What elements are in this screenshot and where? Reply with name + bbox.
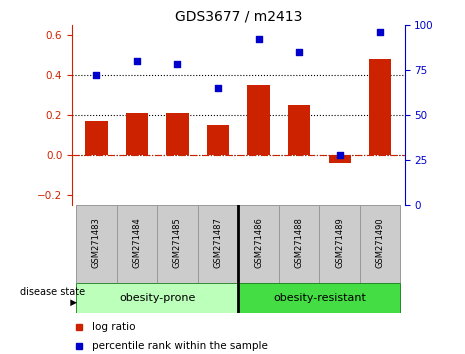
Bar: [288, 105, 310, 155]
FancyBboxPatch shape: [198, 205, 239, 283]
FancyBboxPatch shape: [117, 205, 157, 283]
Bar: [126, 113, 148, 155]
Point: [255, 36, 262, 42]
Bar: [329, 155, 351, 163]
Text: GSM271488: GSM271488: [295, 217, 304, 268]
Bar: [85, 121, 107, 155]
FancyBboxPatch shape: [360, 205, 400, 283]
Text: GSM271485: GSM271485: [173, 217, 182, 268]
Text: log ratio: log ratio: [92, 322, 135, 332]
Text: GSM271490: GSM271490: [376, 217, 385, 268]
Text: disease state: disease state: [20, 287, 86, 297]
Point: [336, 152, 343, 158]
FancyBboxPatch shape: [76, 283, 239, 313]
FancyBboxPatch shape: [76, 205, 117, 283]
Point: [174, 62, 181, 67]
Bar: [166, 113, 189, 155]
Text: GSM271489: GSM271489: [335, 217, 344, 268]
Text: GSM271487: GSM271487: [213, 217, 223, 268]
Text: obesity-prone: obesity-prone: [119, 293, 195, 303]
Bar: [247, 85, 270, 155]
FancyBboxPatch shape: [239, 205, 279, 283]
FancyBboxPatch shape: [239, 283, 400, 313]
Point: [93, 73, 100, 78]
FancyBboxPatch shape: [279, 205, 319, 283]
Bar: [369, 59, 392, 155]
FancyBboxPatch shape: [319, 205, 360, 283]
Text: percentile rank within the sample: percentile rank within the sample: [92, 341, 268, 351]
Point: [214, 85, 222, 91]
Text: GSM271483: GSM271483: [92, 217, 101, 268]
Bar: [207, 125, 229, 155]
Point: [133, 58, 141, 64]
Point: [295, 49, 303, 55]
Text: GSM271486: GSM271486: [254, 217, 263, 268]
FancyBboxPatch shape: [157, 205, 198, 283]
Title: GDS3677 / m2413: GDS3677 / m2413: [175, 10, 302, 24]
Text: GSM271484: GSM271484: [133, 217, 141, 268]
Point: [377, 29, 384, 35]
Text: obesity-resistant: obesity-resistant: [273, 293, 366, 303]
